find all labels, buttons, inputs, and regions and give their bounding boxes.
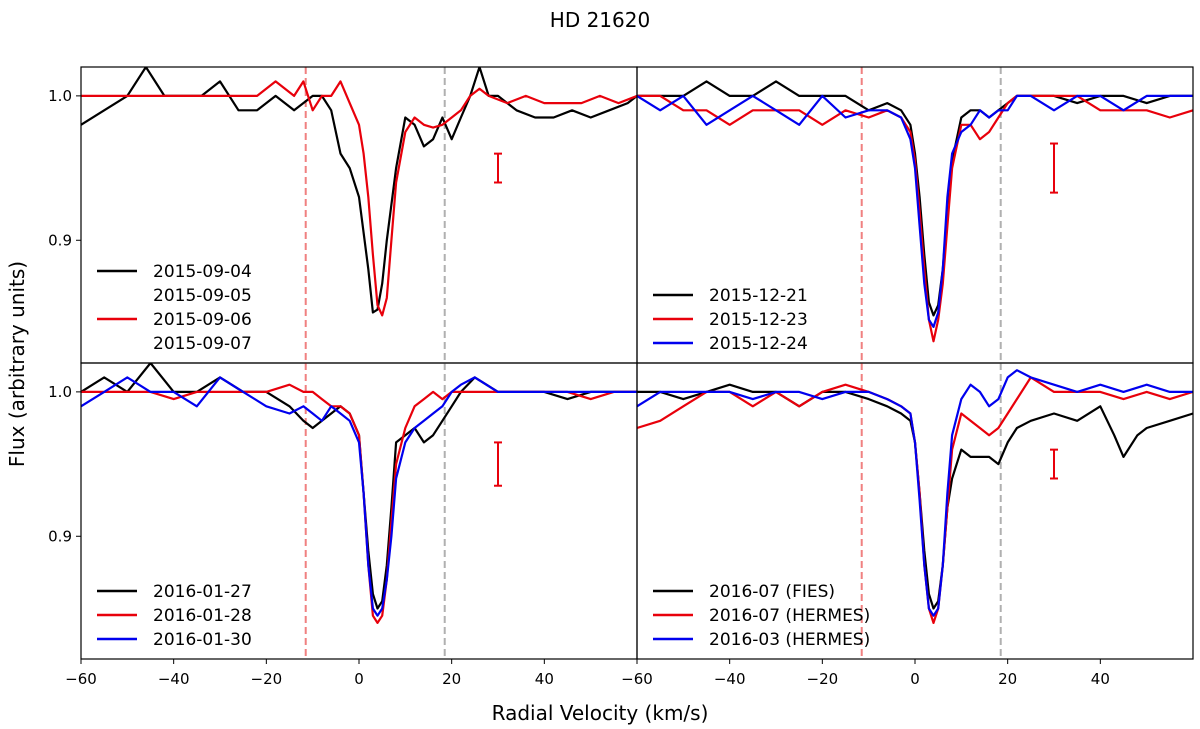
x-tick-label: 0 bbox=[354, 670, 364, 688]
legend-label: 2015-09-04 bbox=[153, 262, 252, 282]
legend-label: 2016-01-30 bbox=[153, 630, 252, 650]
x-tick-label: −20 bbox=[807, 670, 839, 688]
x-tick-label: −60 bbox=[621, 670, 653, 688]
series-line-2 bbox=[637, 369, 1193, 617]
legend-label: 2015-09-05 bbox=[153, 286, 252, 306]
x-tick-label: −40 bbox=[714, 670, 746, 688]
series-line-2 bbox=[81, 376, 637, 617]
series-line-0 bbox=[81, 363, 637, 610]
y-tick-label: 0.9 bbox=[48, 527, 72, 545]
x-tick-label: 40 bbox=[535, 670, 554, 688]
x-tick-label: 20 bbox=[442, 670, 461, 688]
panel-top-left: 0.9 1.0 2015-09-04 2015-09-05 2015-09-06 2015… bbox=[48, 66, 638, 364]
series-line-1 bbox=[637, 376, 1193, 624]
series-line-1 bbox=[81, 80, 637, 317]
series-line-0 bbox=[637, 383, 1193, 610]
x-tick-label: 40 bbox=[1091, 670, 1110, 688]
y-tick-label: 1.0 bbox=[48, 87, 72, 105]
x-tick-label: −60 bbox=[65, 670, 97, 688]
y-tick-label: 0.9 bbox=[48, 231, 72, 249]
x-tick-label: −40 bbox=[158, 670, 190, 688]
legend-label: 2015-09-07 bbox=[153, 334, 252, 354]
panel-bottom-right: −60 −40 −20 0 20 40 2016-07 (FIES) 2016-07 (HER… bbox=[621, 362, 1194, 688]
legend-label: 2016-01-27 bbox=[153, 582, 252, 602]
series-group bbox=[81, 67, 637, 317]
panel-top-right: 2015-12-21 2015-12-23 2015-12-24 bbox=[636, 66, 1194, 364]
legend-label: 2015-12-23 bbox=[709, 310, 808, 330]
series-group bbox=[637, 369, 1193, 624]
series-line-1 bbox=[637, 94, 1193, 343]
figure-title: HD 21620 bbox=[550, 8, 650, 32]
panels-group: 0.9 1.0 2015-09-04 2015-09-05 2015-09-06 2015… bbox=[48, 66, 1194, 688]
series-line-1 bbox=[81, 383, 637, 624]
legend-label: 2015-09-06 bbox=[153, 310, 252, 330]
series-line-0 bbox=[81, 67, 637, 314]
legend-label: 2016-03 (HERMES) bbox=[709, 630, 870, 650]
panel-bottom-left: 0.9 1.0 −60 −40 −20 0 20 40 2016-01-27 2016-01-28… bbox=[48, 362, 638, 688]
legend-label: 2015-12-21 bbox=[709, 286, 808, 306]
y-axis-label: Flux (arbitrary units) bbox=[5, 261, 29, 467]
series-line-2 bbox=[637, 94, 1193, 328]
x-tick-label: −20 bbox=[251, 670, 283, 688]
series-group bbox=[637, 80, 1193, 343]
series-group bbox=[81, 363, 637, 624]
x-tick-label: 0 bbox=[910, 670, 920, 688]
legend-label: 2016-07 (FIES) bbox=[709, 582, 835, 602]
legend-label: 2016-07 (HERMES) bbox=[709, 606, 870, 626]
y-tick-label: 1.0 bbox=[48, 383, 72, 401]
x-tick-label: 20 bbox=[998, 670, 1017, 688]
x-axis-label: Radial Velocity (km/s) bbox=[492, 701, 709, 725]
legend-label: 2016-01-28 bbox=[153, 606, 252, 626]
legend-label: 2015-12-24 bbox=[709, 334, 808, 354]
